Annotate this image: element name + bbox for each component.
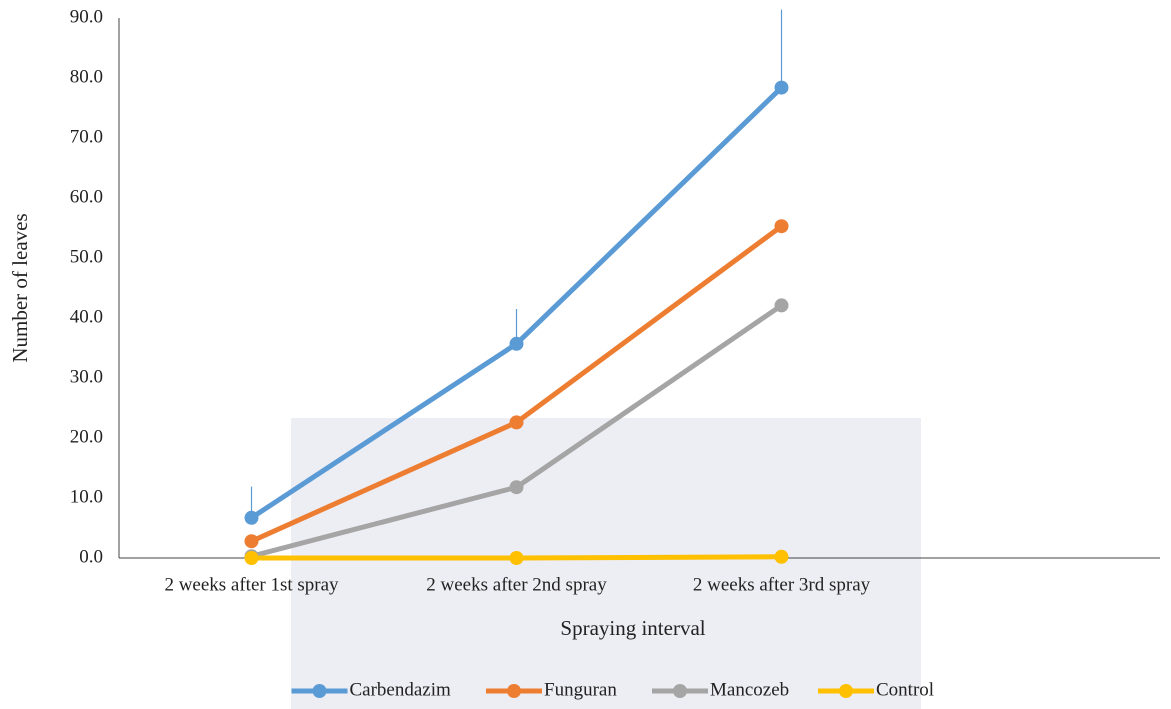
legend-marker: [673, 684, 687, 698]
y-tick-label: 10.0: [70, 486, 103, 507]
y-tick-label: 40.0: [70, 306, 103, 327]
point: [510, 337, 524, 351]
y-tick-label: 30.0: [70, 366, 103, 387]
point: [510, 415, 524, 429]
legend-label: Funguran: [544, 679, 617, 700]
y-tick-label: 60.0: [70, 186, 103, 207]
point: [245, 534, 259, 548]
legend-marker: [507, 684, 521, 698]
legend-marker: [839, 684, 853, 698]
legend-marker: [313, 684, 327, 698]
y-tick-label: 0.0: [79, 546, 103, 567]
legend-label: Carbendazim: [350, 679, 452, 700]
chart: Spraying interval Number of leaves 0.0 10…: [0, 0, 1171, 709]
point: [775, 298, 789, 312]
y-tick-label: 70.0: [70, 126, 103, 147]
point: [245, 551, 259, 565]
x-tick-label: 2 weeks after 3rd spray: [693, 574, 871, 595]
x-tick-label: 2 weeks after 1st spray: [164, 574, 339, 595]
y-tick-label: 90.0: [70, 6, 103, 27]
legend-label: Control: [876, 679, 934, 700]
x-tick-label: 2 weeks after 2nd spray: [426, 574, 607, 595]
point: [775, 219, 789, 233]
point: [510, 480, 524, 494]
point: [510, 551, 524, 565]
point: [245, 511, 259, 525]
point: [775, 550, 789, 564]
x-axis-title: Spraying interval: [560, 616, 705, 640]
y-tick-label: 80.0: [70, 66, 103, 87]
y-tick-label: 20.0: [70, 426, 103, 447]
y-axis-title: Number of leaves: [8, 213, 32, 362]
legend-label: Mancozeb: [710, 679, 789, 700]
y-tick-label: 50.0: [70, 246, 103, 267]
watermark: [291, 418, 921, 709]
point: [775, 81, 789, 95]
